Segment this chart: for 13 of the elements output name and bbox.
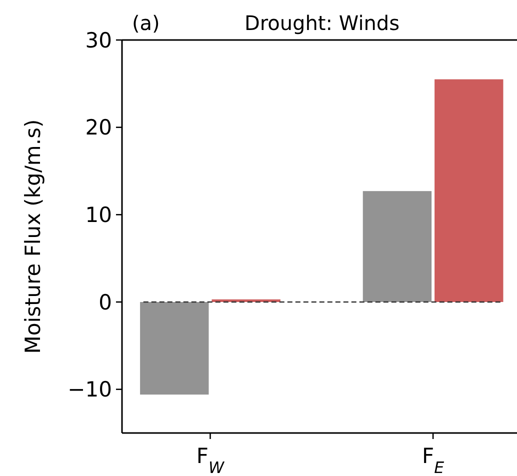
x-tick-label: F$_{W}$ — [196, 444, 226, 476]
bar — [362, 191, 432, 302]
x-tick-label: F$_{E}$ — [422, 444, 444, 476]
y-tick-label: 0 — [98, 290, 112, 314]
y-tick-label: −10 — [68, 378, 112, 402]
chart-title: Drought: Winds — [244, 11, 400, 35]
bar — [434, 79, 504, 302]
y-tick-label: 10 — [85, 203, 112, 228]
text: (a) — [132, 11, 160, 35]
y-tick-label: 20 — [85, 116, 112, 140]
y-axis-title: Moisture Flux (kg/m.s) — [21, 119, 45, 354]
y-tick-label: 30 — [85, 28, 112, 52]
bar — [140, 302, 209, 395]
